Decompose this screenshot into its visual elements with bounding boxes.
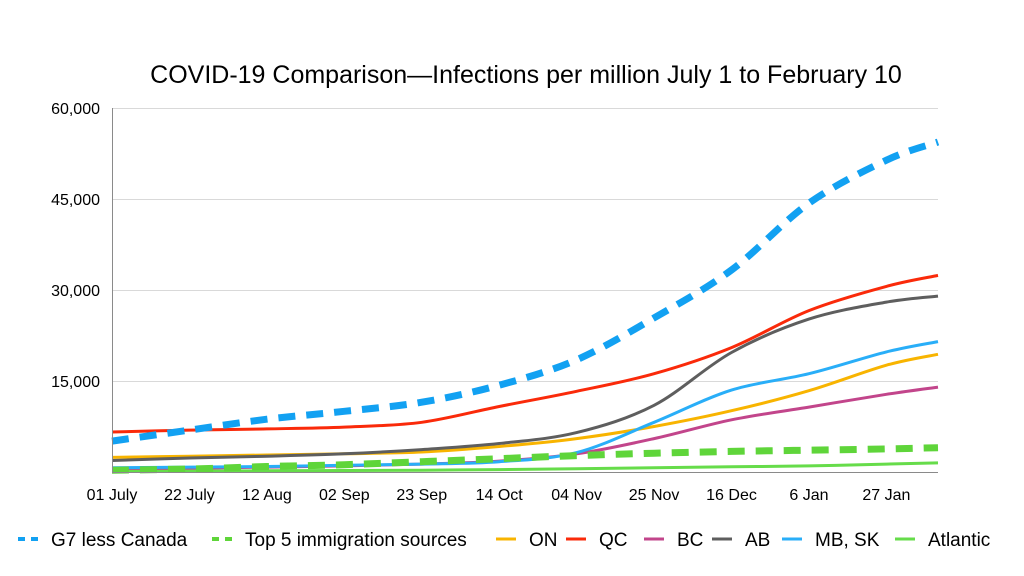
legend-label: QC [599, 530, 628, 551]
x-tick-label: 25 Nov [629, 487, 680, 504]
grid-lines [112, 108, 938, 382]
x-tick-label: 27 Jan [862, 487, 910, 504]
x-axis-ticks: 01 July 22 July 12 Aug 02 Sep 23 Sep 14 Oct 04… [87, 487, 911, 504]
legend-item-qc: QC [566, 530, 628, 551]
legend-item-mb-sk: MB, SK [782, 530, 880, 551]
legend-label: MB, SK [815, 530, 880, 551]
legend-item-bc: BC [644, 530, 703, 551]
series-lines [111, 138, 940, 474]
x-tick-label: 6 Jan [789, 487, 828, 504]
legend-label: ON [529, 530, 558, 551]
legend-label: Atlantic [928, 530, 990, 551]
legend-label: G7 less Canada [51, 530, 188, 551]
y-tick-label: 30,000 [51, 283, 100, 300]
legend-item-on: ON [496, 530, 558, 551]
series-line-ab [111, 294, 939, 462]
legend-item-ab: AB [712, 530, 770, 551]
x-tick-label: 16 Dec [706, 487, 757, 504]
x-tick-label: 01 July [87, 487, 138, 504]
y-tick-label: 45,000 [51, 192, 100, 209]
chart-title: COVID-19 Comparison—Infections per milli… [150, 61, 902, 89]
legend-item-atlantic: Atlantic [895, 530, 990, 551]
series-line-qc [111, 273, 939, 434]
series-line-g7-less-canada [111, 138, 940, 445]
legend-label: BC [677, 530, 703, 551]
y-tick-label: 15,000 [51, 374, 100, 391]
x-tick-label: 22 July [164, 487, 215, 504]
legend-item-top-5-immigration-sources: Top 5 immigration sources [212, 530, 467, 551]
y-tick-label: 60,000 [51, 101, 100, 118]
legend-item-g7-less-canada: G7 less Canada [18, 530, 188, 551]
x-tick-label: 12 Aug [242, 487, 292, 504]
x-tick-label: 14 Oct [476, 487, 524, 504]
x-tick-label: 02 Sep [319, 487, 370, 504]
x-tick-label: 04 Nov [551, 487, 602, 504]
legend: G7 less Canada Top 5 immigration sources O… [18, 530, 990, 551]
series-line-atlantic [111, 461, 939, 473]
legend-label: Top 5 immigration sources [245, 530, 467, 551]
y-axis-ticks: 15,000 30,000 45,000 60,000 [51, 101, 100, 391]
x-tick-label: 23 Sep [396, 487, 447, 504]
legend-label: AB [745, 530, 770, 551]
series-line-top-5-immigration-sources [111, 444, 939, 474]
